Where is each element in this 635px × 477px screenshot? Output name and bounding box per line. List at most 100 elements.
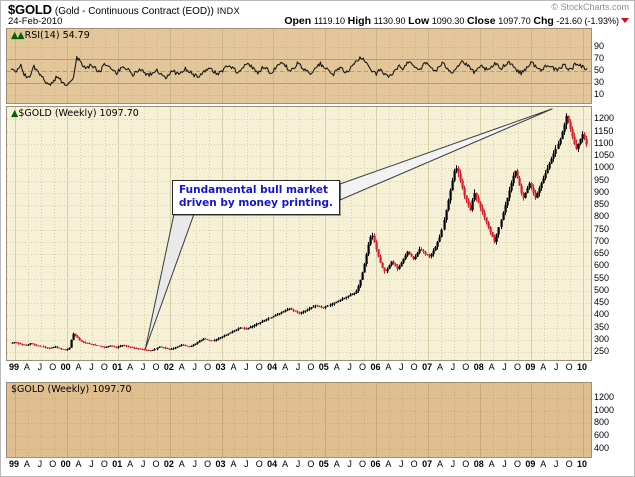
price-axis-tick: 750 xyxy=(594,223,610,234)
x-axis-tick: 10 xyxy=(576,362,588,372)
x-axis-tick: A xyxy=(436,459,444,469)
x-axis-tick: J xyxy=(295,362,301,372)
annotation-callout: Fundamental bull market driven by money … xyxy=(172,180,341,215)
open-value: 1119.10 xyxy=(313,16,346,26)
x-axis-tick: 99 xyxy=(8,362,20,372)
x-axis-tick: O xyxy=(410,362,418,372)
x-axis-tick: J xyxy=(295,459,301,469)
close-label: Close xyxy=(466,15,496,27)
x-axis-tick: 00 xyxy=(60,459,71,469)
price-axis-tick: 650 xyxy=(594,248,610,259)
rsi-plot-area xyxy=(7,29,591,103)
price-axis-tick: 1050 xyxy=(594,150,615,161)
rsi-axis-tick: 70 xyxy=(594,53,605,63)
x-axis-tick: 08 xyxy=(473,362,484,372)
x-axis-tick: J xyxy=(140,362,146,372)
price-axis-tick: 700 xyxy=(594,235,610,246)
x-axis-tick: A xyxy=(333,362,340,372)
exchange-label: INDX xyxy=(216,6,240,16)
x-axis-tick: 02 xyxy=(163,459,174,469)
x-axis-tick: O xyxy=(100,459,108,469)
x-axis-tick: O xyxy=(49,459,57,469)
x-axis-tick: O xyxy=(255,459,263,469)
change-label: Chg xyxy=(533,15,554,27)
page-title: $GOLD (Gold - Continuous Contract (EOD))… xyxy=(8,2,240,17)
price-axis-tick: 450 xyxy=(594,297,610,308)
x-axis-tick: O xyxy=(565,362,573,372)
x-axis-tick: O xyxy=(100,362,108,372)
x-axis-tick: A xyxy=(127,362,134,372)
x-axis-tick: A xyxy=(23,459,30,469)
x-axis-tick: 09 xyxy=(525,459,536,469)
x-axis-tick: J xyxy=(37,362,43,372)
x-axis-tick: J xyxy=(502,459,507,469)
x-axis-tick: A xyxy=(23,362,30,372)
x-axis-tick: J xyxy=(553,459,559,469)
price-axis-tick: 400 xyxy=(594,309,610,320)
quote-date: 24-Feb-2010 xyxy=(8,16,63,27)
price-plot-area xyxy=(7,107,591,360)
x-axis-tick: O xyxy=(204,459,212,469)
price-axis-tick: 500 xyxy=(594,284,610,295)
price-axis-tick: 1150 xyxy=(594,125,614,136)
volume-x-axis: 99 A J O 00 A J O 01 A J O 02 A J O 03 A J O 04 A J O 05 A J O 06 A J O… xyxy=(6,459,590,473)
x-axis-tick: O xyxy=(307,362,315,372)
change-value: -21.60 (-1.93%) xyxy=(556,16,619,26)
x-axis-tick: A xyxy=(385,459,392,469)
x-axis-tick: 03 xyxy=(215,459,226,469)
volume-axis-tick: 600 xyxy=(594,430,610,441)
x-axis-tick: A xyxy=(385,362,392,372)
x-axis-tick: 99 xyxy=(8,459,20,469)
x-axis-tick: J xyxy=(89,362,94,372)
x-axis-tick: O xyxy=(152,362,160,372)
x-axis-tick: O xyxy=(204,362,212,372)
x-axis-tick: 07 xyxy=(422,362,433,372)
x-axis-tick: A xyxy=(488,459,495,469)
x-axis-tick: A xyxy=(436,362,444,372)
x-axis-tick: O xyxy=(49,362,57,372)
stockcharts-brand: © StockCharts.com xyxy=(551,2,629,12)
price-axis-tick: 950 xyxy=(594,174,610,185)
volume-axis-tick: 1200 xyxy=(594,392,615,403)
price-axis-tick: 850 xyxy=(594,199,610,210)
x-axis-tick: O xyxy=(462,362,470,372)
x-axis-tick: J xyxy=(192,362,197,372)
price-axis-tick: 600 xyxy=(594,260,610,271)
x-axis-tick: A xyxy=(178,362,185,372)
x-axis-tick: 03 xyxy=(215,362,226,372)
volume-plot-area xyxy=(7,383,591,457)
x-axis-tick: J xyxy=(502,362,507,372)
x-axis-tick: 06 xyxy=(370,459,381,469)
x-axis-tick: O xyxy=(513,362,521,372)
price-axis-tick: 1200 xyxy=(594,113,615,124)
low-label: Low xyxy=(408,15,430,27)
price-panel-label: ▲$GOLD (Weekly) 1097.70 xyxy=(11,108,139,119)
annotation-line-2: driven by money printing. xyxy=(179,197,334,209)
price-axis-tick: 550 xyxy=(594,272,610,283)
price-axis-tick: 250 xyxy=(594,346,610,357)
volume-panel: $GOLD (Weekly) 1097.70 xyxy=(6,382,592,458)
x-axis-tick: J xyxy=(37,459,43,469)
x-axis-tick: J xyxy=(399,362,404,372)
price-y-axis: 1200 1150 1100 1050 1000 950 900 850 800 750 700 65… xyxy=(594,106,634,359)
price-axis-tick: 350 xyxy=(594,321,610,332)
price-panel: ▲$GOLD (Weekly) 1097.70 xyxy=(6,106,592,361)
x-axis-tick: J xyxy=(244,459,249,469)
x-axis-tick: 09 xyxy=(525,362,536,372)
rsi-y-axis: 90 70 50 30 10 xyxy=(594,28,634,102)
x-axis-tick: 04 xyxy=(267,362,278,372)
x-axis-tick: 07 xyxy=(422,459,433,469)
x-axis-tick: A xyxy=(282,459,289,469)
low-value: 1090.30 xyxy=(431,16,465,26)
price-axis-tick: 1000 xyxy=(594,162,615,173)
x-axis-tick: J xyxy=(140,459,146,469)
volume-axis-tick: 400 xyxy=(594,442,610,453)
x-axis-tick: 00 xyxy=(60,362,71,372)
x-axis-tick: O xyxy=(359,362,367,372)
annotation-line-1: Fundamental bull market xyxy=(179,184,328,196)
x-axis-tick: J xyxy=(450,459,456,469)
x-axis-tick: A xyxy=(333,459,340,469)
x-axis-tick: 05 xyxy=(318,459,329,469)
symbol-description: (Gold - Continuous Contract (EOD)) xyxy=(54,6,214,17)
x-axis-tick: 10 xyxy=(576,459,588,469)
